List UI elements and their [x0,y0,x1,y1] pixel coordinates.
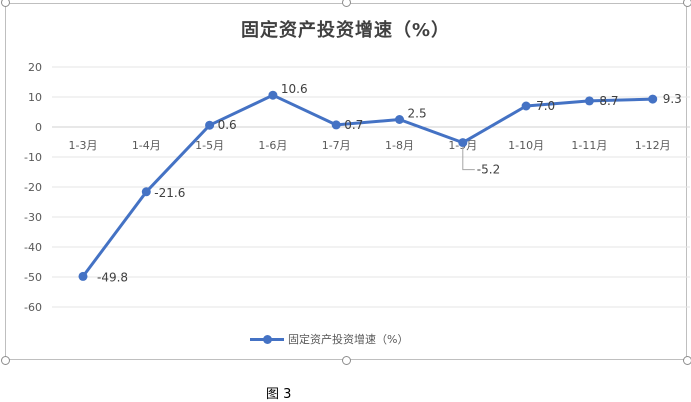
x-tick-label: 1-5月 [195,139,224,152]
x-tick-label: 1-7月 [322,139,351,152]
data-point-marker[interactable] [395,115,404,124]
data-label: 2.5 [408,107,427,121]
figure-caption: 图 3 [266,387,292,402]
y-tick-label: -30 [24,211,42,224]
y-tick-label: -40 [24,241,42,254]
data-label: -49.8 [97,270,128,284]
y-tick-label: -50 [24,271,42,284]
x-tick-label: 1-11月 [571,139,607,152]
resize-handle-bottom-center[interactable] [342,356,351,365]
x-tick-label: 1-3月 [69,139,98,152]
y-tick-label: -10 [24,151,42,164]
data-point-marker[interactable] [205,120,215,130]
data-labels: -49.8 -21.6 0.6 10.6 0.7 2.5 -5.2 7.0 8.7 9.3 [97,82,682,284]
data-label: 7.0 [536,99,555,113]
chart-title: 固定资产投资增速（%） [240,20,451,41]
data-point-marker[interactable] [268,90,278,100]
x-tick-label: 1-4月 [132,139,161,152]
x-tick-label: 1-6月 [258,139,287,152]
data-point-marker[interactable] [78,271,88,281]
data-label: -21.6 [154,186,185,200]
y-tick-label: -60 [24,301,42,314]
y-tick-label: -20 [24,181,42,194]
x-tick-label: 1-10月 [508,139,544,152]
data-label: 9.3 [663,92,682,106]
x-axis-tick-labels: 1-3月1-4月1-5月1-6月1-7月1-8月1-9月1-10月1-11月1-… [69,139,671,152]
resize-handle-top-left[interactable] [1,0,10,7]
data-label: 8.7 [599,94,618,108]
data-point-marker[interactable] [458,138,468,148]
gridlines [52,66,690,308]
resize-handle-bottom-right[interactable] [683,356,691,365]
data-point-marker[interactable] [141,187,151,197]
data-point-marker[interactable] [331,120,341,130]
series-line [78,90,658,281]
data-point-marker[interactable] [521,101,531,111]
y-tick-label: 0 [35,121,42,134]
data-point-marker[interactable] [584,96,594,106]
data-label: 10.6 [281,82,308,96]
series-line-path [81,93,655,278]
legend: 固定资产投资增速（%） [250,331,408,347]
data-label: 0.7 [344,118,363,132]
y-axis-tick-labels: 20 10 0 -10 -20 -30 -40 -50 -60 [24,61,42,314]
resize-handle-top-right[interactable] [683,0,691,7]
resize-handle-bottom-left[interactable] [1,356,10,365]
y-tick-label: 20 [28,61,42,74]
resize-handle-top-center[interactable] [342,0,351,7]
legend-swatch [250,331,284,347]
data-label: -5.2 [477,163,500,177]
x-tick-label: 1-12月 [635,139,671,152]
y-tick-label: 10 [28,91,42,104]
data-label-leader [462,146,475,171]
data-label: 0.6 [218,118,237,132]
legend-label: 固定资产投资增速（%） [288,333,409,346]
data-point-marker[interactable] [648,94,658,104]
x-tick-label: 1-8月 [385,139,414,152]
